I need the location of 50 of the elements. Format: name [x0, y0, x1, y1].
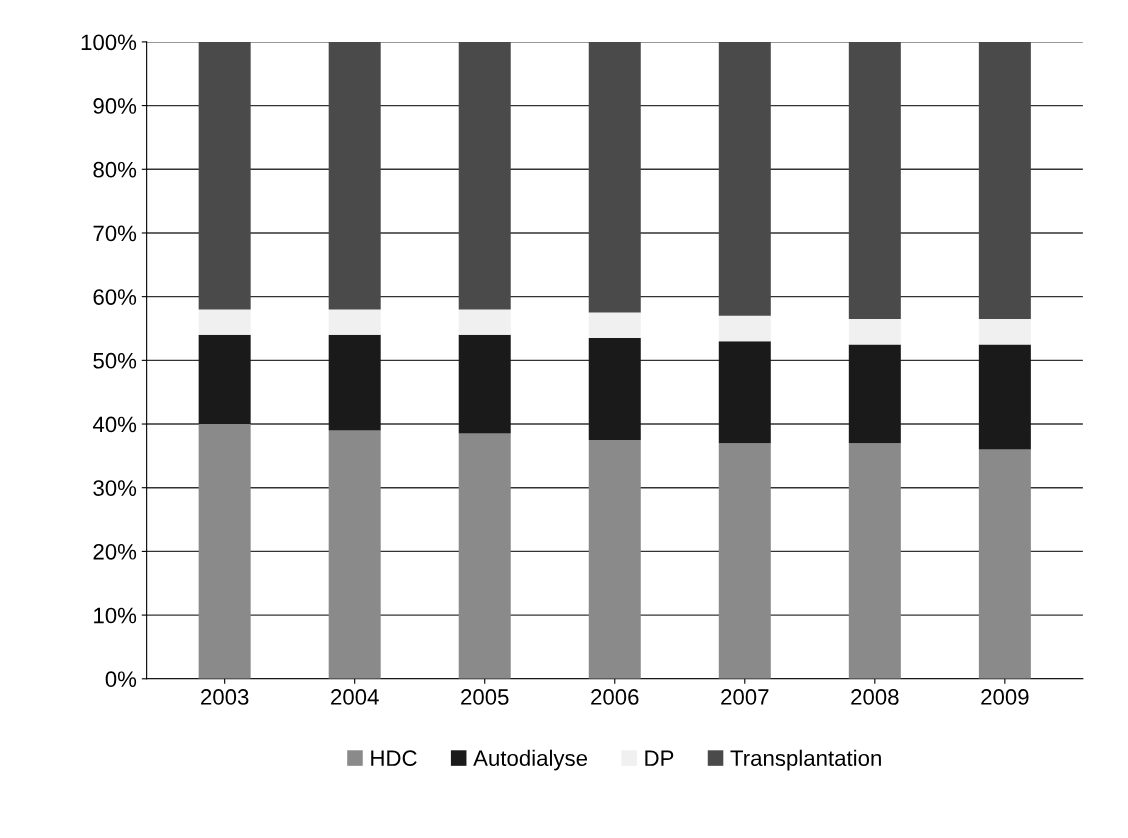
- bar: [588, 41, 641, 313]
- bar: [978, 41, 1031, 319]
- bar: [718, 41, 771, 316]
- bar: [718, 443, 771, 679]
- bar: [848, 443, 901, 679]
- bar: [198, 424, 251, 679]
- x-tick-label: 2003: [201, 689, 249, 705]
- y-tick-label: 30%: [93, 480, 137, 496]
- bar: [718, 315, 771, 342]
- y-tick-label: 80%: [93, 161, 137, 178]
- y-tick-label: 40%: [92, 416, 137, 433]
- bar: [848, 41, 901, 319]
- bar: [458, 309, 511, 335]
- bar: [458, 433, 511, 679]
- bar: [328, 334, 381, 431]
- legend-label: Autodialyse: [473, 749, 588, 771]
- bar: [848, 318, 901, 345]
- bar: [978, 344, 1031, 450]
- y-tick-label: 0%: [105, 671, 137, 688]
- legend-label: HDC: [371, 750, 417, 767]
- bar: [978, 318, 1031, 345]
- bar: [588, 439, 641, 679]
- bar: [198, 41, 251, 310]
- y-tick-label: 90%: [93, 98, 137, 114]
- bar: [458, 41, 511, 310]
- bar: [328, 309, 381, 335]
- bar: [328, 430, 381, 679]
- y-tick-label: 20%: [93, 543, 137, 560]
- x-tick-label: 2006: [591, 689, 639, 705]
- bar: [198, 309, 251, 335]
- legend-label: DP: [645, 750, 674, 766]
- x-tick-label: 2009: [981, 689, 1029, 705]
- x-tick-label: 2007: [721, 689, 769, 705]
- y-tick-label: 70%: [93, 225, 137, 242]
- y-tick-label: 10%: [94, 607, 137, 624]
- y-tick-label: 60%: [93, 289, 137, 305]
- bar: [718, 341, 771, 444]
- bar: [328, 41, 381, 310]
- bar: [458, 334, 511, 434]
- y-tick-label: 50%: [93, 352, 137, 369]
- y-tick-label: 100%: [81, 34, 137, 51]
- bar: [198, 334, 251, 425]
- bar: [588, 312, 641, 339]
- bar: [588, 338, 641, 440]
- bar: [848, 344, 901, 444]
- legend-label: Transplantation: [730, 749, 881, 771]
- x-tick-label: 2005: [461, 689, 509, 705]
- x-tick-label: 2004: [331, 689, 379, 705]
- bar: [978, 449, 1031, 679]
- x-tick-label: 2008: [851, 689, 899, 705]
